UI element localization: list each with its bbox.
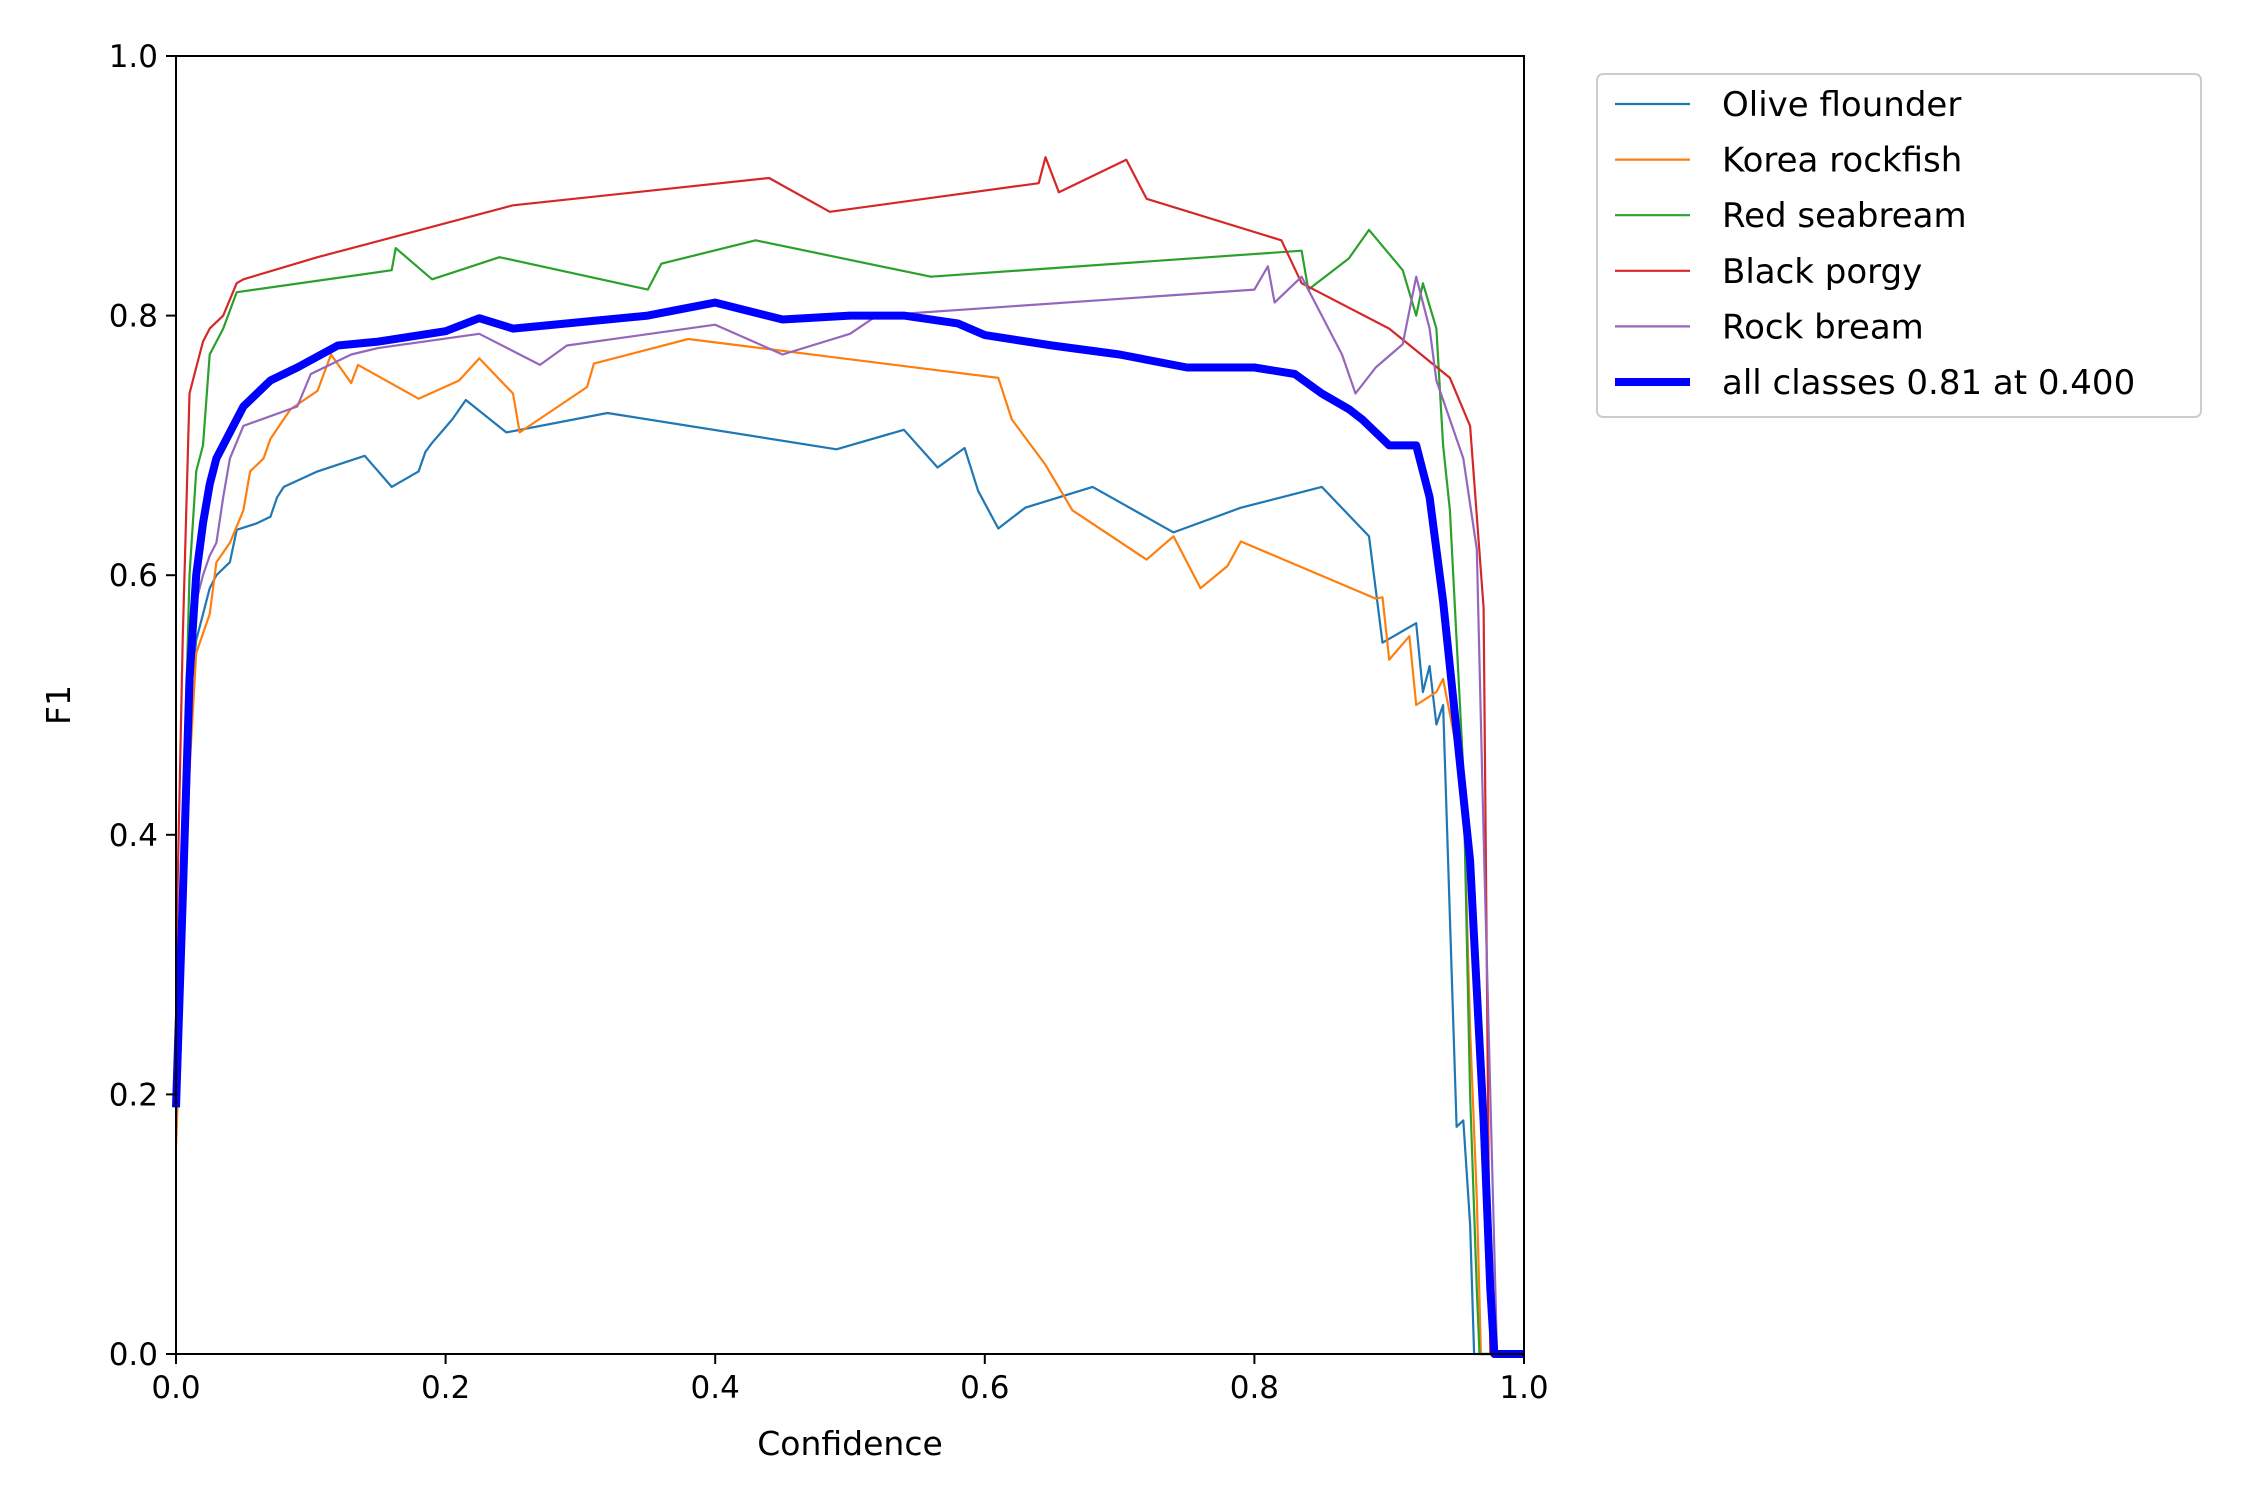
ticks-layer: 0.0 0.2 0.4 0.6 0.8 1.0 0.0 0.2 0.4 0.6 0.8 1.0 [109, 39, 1549, 1406]
legend-label-1: Korea rockfish [1722, 141, 1962, 181]
x-tick-label-3: 0.6 [960, 1370, 1009, 1406]
y-tick-label-1: 0.2 [109, 1077, 158, 1113]
y-tick-label-3: 0.6 [109, 558, 158, 594]
legend-label-5: all classes 0.81 at 0.400 [1722, 363, 2135, 403]
y-axis-label: F1 [39, 685, 78, 725]
x-tick-label-5: 1.0 [1499, 1370, 1548, 1406]
series-layer [172, 156, 1524, 1358]
series-line-2 [174, 228, 1524, 1356]
legend-box [1596, 73, 2202, 418]
series-line-0 [174, 398, 1524, 1356]
series-line-3 [174, 156, 1524, 1356]
legend-label-3: Black porgy [1722, 252, 1922, 292]
legend-label-2: Red seabream [1722, 196, 1967, 236]
y-tick-label-0: 0.0 [109, 1337, 158, 1373]
x-tick-label-4: 0.8 [1230, 1370, 1279, 1406]
plot-frame [175, 55, 1525, 1355]
y-tick-label-2: 0.4 [109, 818, 158, 854]
x-axis-label: Confidence [757, 1424, 943, 1463]
series-line-5 [172, 298, 1524, 1358]
x-tick-label-0: 0.0 [151, 1370, 200, 1406]
legend-label-4: Rock bream [1722, 307, 1924, 347]
series-line-4 [174, 265, 1524, 1356]
series-line-1 [174, 337, 1524, 1356]
x-tick-label-2: 0.4 [691, 1370, 740, 1406]
y-tick-label-5: 1.0 [109, 39, 158, 75]
legend: Olive flounder Korea rockfish Red seabream… [1596, 73, 2202, 418]
x-tick-label-1: 0.2 [421, 1370, 470, 1406]
legend-label-0: Olive flounder [1722, 85, 1961, 125]
y-tick-label-4: 0.8 [109, 299, 158, 335]
